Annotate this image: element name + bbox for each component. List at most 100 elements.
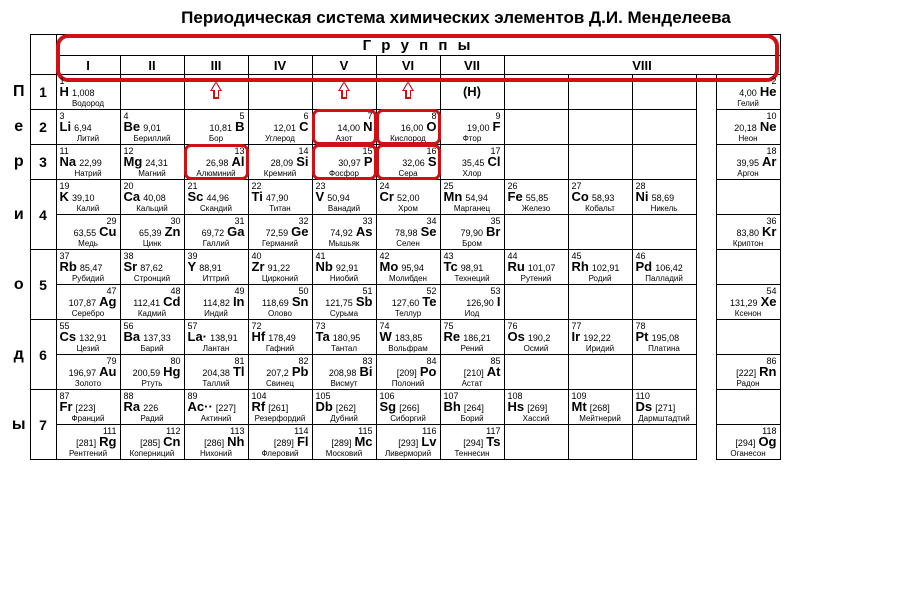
element-Sg: 106Sg [266]Сиборгий — [376, 390, 440, 425]
element-Rg: 111[281] RgРентгений — [56, 425, 120, 460]
element-Mo: 42Mo 95,94Молибден — [376, 250, 440, 285]
element-Ts: 117[294] TsТеннесин — [440, 425, 504, 460]
period-4: 4 — [30, 180, 56, 250]
empty-cell — [504, 215, 568, 250]
gap — [696, 390, 716, 425]
element-P: 1530,97 PФосфор — [312, 145, 376, 180]
arrow-cell — [376, 75, 440, 110]
element-Ag: 47107,87 AgСеребро — [56, 285, 120, 320]
element-Ds: 110Ds [271]Дармштадтий — [632, 390, 696, 425]
element-N: 714,00 NАзот — [312, 110, 376, 145]
element-Bi: 83208,98 BiВисмут — [312, 355, 376, 390]
element-Ni: 28Ni 58,69Никель — [632, 180, 696, 215]
empty-cell — [504, 425, 568, 460]
empty-cell — [568, 215, 632, 250]
element-Ga: 3169,72 GaГаллий — [184, 215, 248, 250]
empty-cell — [632, 75, 696, 110]
element-Cs: 55Cs 132,91Цезий — [56, 320, 120, 355]
side-letter-5: д — [8, 320, 30, 390]
empty-cell — [632, 425, 696, 460]
element-Ca: 20Ca 40,08Кальций — [120, 180, 184, 215]
element-Zr: 40Zr 91,22Цирконий — [248, 250, 312, 285]
periodic-table: Г р у п п ыIIIIIIIVVVIVIIVIIIП11H 1,008В… — [8, 34, 781, 460]
element-Ar: 1839,95 ArАргон — [716, 145, 780, 180]
element-Mg: 12Mg 24,31Магний — [120, 145, 184, 180]
element-In: 49114,82 InИндий — [184, 285, 248, 320]
element-C: 612,01 CУглерод — [248, 110, 312, 145]
empty-cell — [716, 390, 780, 425]
group-III: III — [184, 56, 248, 75]
element-Te: 52127,60 TeТеллур — [376, 285, 440, 320]
element-Br: 3579,90 BrБром — [440, 215, 504, 250]
element-Ba: 56Ba 137,33Барий — [120, 320, 184, 355]
period-2: 2 — [30, 110, 56, 145]
gap — [696, 180, 716, 215]
period-1: 1 — [30, 75, 56, 110]
element-Sb: 51121,75 SbСурьма — [312, 285, 376, 320]
gap — [696, 145, 716, 180]
element-Co: 27Co 58,93Кобальт — [568, 180, 632, 215]
element-Au: 79196,97 AuЗолото — [56, 355, 120, 390]
arrow-cell — [184, 75, 248, 110]
element-Mn: 25Mn 54,94Марганец — [440, 180, 504, 215]
element-Fl: 114[289] FlФлеровий — [248, 425, 312, 460]
arrow-up-icon — [399, 81, 417, 101]
cell-H-placeholder: (H) — [440, 75, 504, 110]
element-Xe: 54131,29 XeКсенон — [716, 285, 780, 320]
element-Nb: 41Nb 92,91Ниобий — [312, 250, 376, 285]
gap — [696, 250, 716, 285]
element-Pt: 78Pt 195,08Платина — [632, 320, 696, 355]
empty-cell — [568, 425, 632, 460]
element-Db: 105Db [262]Дубний — [312, 390, 376, 425]
gap — [696, 75, 716, 110]
period-5: 5 — [30, 250, 56, 320]
group-IV: IV — [248, 56, 312, 75]
element-Pb: 82207,2 PbСвинец — [248, 355, 312, 390]
element-Be: 4Be 9,01Бериллий — [120, 110, 184, 145]
empty-cell — [632, 355, 696, 390]
element-W: 74W 183,85Вольфрам — [376, 320, 440, 355]
empty-cell — [632, 215, 696, 250]
element-Rf: 104Rf [261]Резерфордий — [248, 390, 312, 425]
element-As: 3374,92 AsМышьяк — [312, 215, 376, 250]
empty-cell — [568, 355, 632, 390]
side-letter-4: о — [8, 250, 30, 320]
empty-cell — [716, 180, 780, 215]
element-Sn: 50118,69 SnОлово — [248, 285, 312, 320]
element-Tl: 81204,38 TlТаллий — [184, 355, 248, 390]
period-3: 3 — [30, 145, 56, 180]
element-F: 919,00 FФтор — [440, 110, 504, 145]
element-La: 57La· 138,91Лантан — [184, 320, 248, 355]
element-Si: 1428,09 SiКремний — [248, 145, 312, 180]
element-Nh: 113[286] NhНихоний — [184, 425, 248, 460]
element-Sr: 38Sr 87,62Стронций — [120, 250, 184, 285]
element-Re: 75Re 186,21Рений — [440, 320, 504, 355]
element-Bh: 107Bh [264]Борий — [440, 390, 504, 425]
element-Ne: 1020,18 NeНеон — [716, 110, 780, 145]
element-Ac: 89Ac·· [227]Актиний — [184, 390, 248, 425]
element-Al: 1326,98 AlАлюминий — [184, 145, 248, 180]
empty-cell — [504, 145, 568, 180]
side-spacer — [8, 35, 30, 75]
side-letter-0: П — [8, 75, 30, 110]
element-Li: 3Li 6,94Литий — [56, 110, 120, 145]
group-I: I — [56, 56, 120, 75]
gap — [696, 425, 716, 460]
empty-cell — [120, 75, 184, 110]
arrow-up-icon — [335, 81, 353, 101]
element-Og: 118[294] OgОганесон — [716, 425, 780, 460]
group-V: V — [312, 56, 376, 75]
empty-cell — [716, 320, 780, 355]
element-Cd: 48112,41 CdКадмий — [120, 285, 184, 320]
arrow-up-icon — [207, 81, 225, 101]
group-VI: VI — [376, 56, 440, 75]
page-title: Периодическая система химических элемент… — [8, 8, 904, 28]
gap — [696, 285, 716, 320]
periodic-table-container: Г р у п п ыIIIIIIIVVVIVIIVIIIП11H 1,008В… — [8, 34, 781, 460]
element-Mt: 109Mt [268]Мейтнерий — [568, 390, 632, 425]
empty-cell — [568, 75, 632, 110]
element-Hs: 108Hs [269]Хассий — [504, 390, 568, 425]
empty-cell — [716, 250, 780, 285]
element-S: 1632,06 SСера — [376, 145, 440, 180]
element-Rb: 37Rb 85,47Рубидий — [56, 250, 120, 285]
